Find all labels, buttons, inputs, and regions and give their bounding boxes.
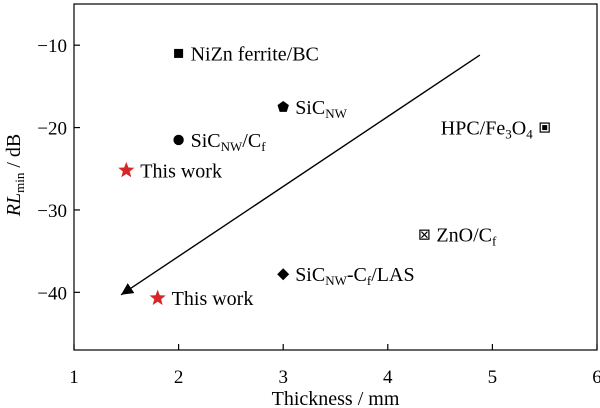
data-point-boxed-x-outline	[419, 229, 430, 240]
y-axis-label-unit: / dB	[3, 134, 25, 173]
data-point-label-text: This work	[140, 160, 222, 182]
data-point-circle	[173, 134, 184, 146]
data-point-label-text: NiZn ferrite/BC	[191, 43, 319, 65]
plot-frame-layer	[73, 3, 598, 351]
x-tick-label: 2	[174, 367, 184, 388]
y-tick-label: −10	[37, 36, 67, 57]
data-point-label: HPC/Fe3O4	[441, 118, 533, 142]
data-point-label-subscript: NW	[325, 106, 347, 121]
data-point-label: ZnO/Cf	[436, 225, 497, 249]
data-point-label-subscript: f	[367, 273, 372, 288]
data-point-label-text: -C	[347, 264, 367, 286]
data-point-label-text: /C	[242, 130, 261, 152]
x-tick-label: 4	[383, 367, 393, 388]
y-axis-label-subscript: min	[12, 172, 27, 193]
data-point-square	[174, 48, 184, 58]
data-point-square-dot-outline	[539, 122, 550, 133]
x-tick-label: 5	[488, 367, 498, 388]
data-point-label: SiCNW/Cf	[191, 130, 267, 154]
plot-frame	[73, 3, 598, 351]
data-point-square-dot-fill	[542, 125, 548, 131]
points-layer	[118, 48, 550, 305]
data-point-star	[118, 161, 135, 178]
data-point-label-subscript: f	[492, 234, 497, 249]
data-point-label: SiCNW	[295, 97, 347, 121]
data-point-label: This work	[172, 288, 254, 310]
x-tick-label: 6	[592, 367, 600, 388]
data-point-label-text: ZnO/C	[436, 225, 492, 247]
data-point-label-subscript: NW	[221, 139, 243, 154]
x-tick-label: 3	[278, 367, 288, 388]
data-point-label-text: HPC/Fe	[441, 118, 506, 140]
data-point-star	[149, 289, 166, 305]
data-point-pentagon	[277, 100, 289, 112]
data-point-label: SiCNW-Cf/LAS	[295, 264, 414, 288]
data-point-label-text: O	[512, 118, 526, 140]
data-point-label-text: SiC	[191, 130, 221, 152]
y-tick-label: −40	[37, 283, 67, 304]
data-point-label-subscript: NW	[325, 273, 347, 288]
axis-title-layer: Thickness / mm RLmin / dB	[3, 134, 400, 408]
data-point-boxed-x	[419, 229, 430, 240]
data-point-diamond	[277, 268, 290, 281]
data-point-label-subscript: 4	[526, 127, 533, 142]
data-point-label-text: This work	[172, 288, 254, 310]
y-axis-label-main: RL	[3, 193, 25, 217]
trend-arrow-layer	[120, 54, 481, 296]
data-point-label-subscript: 3	[505, 127, 512, 142]
data-point-label-text: /LAS	[371, 264, 414, 286]
trend-arrow	[120, 54, 481, 296]
data-point-label-text: SiC	[295, 264, 325, 286]
x-axis-label: Thickness / mm	[272, 388, 400, 408]
data-point-label: This work	[140, 160, 222, 182]
data-point-label-text: SiC	[295, 97, 325, 119]
data-point-square-dot	[539, 122, 550, 133]
data-point-label-subscript: f	[261, 139, 266, 154]
y-tick-label: −30	[37, 201, 67, 222]
data-point-boxed-x-stroke	[420, 231, 428, 239]
x-tick-label: 1	[69, 367, 79, 388]
data-point-label: NiZn ferrite/BC	[191, 43, 319, 65]
y-tick-label: −20	[37, 119, 67, 140]
ticks-layer: 1 2 3 4 5 6−10−20−30−40	[37, 36, 600, 388]
y-axis-label: RLmin / dB	[3, 134, 27, 217]
